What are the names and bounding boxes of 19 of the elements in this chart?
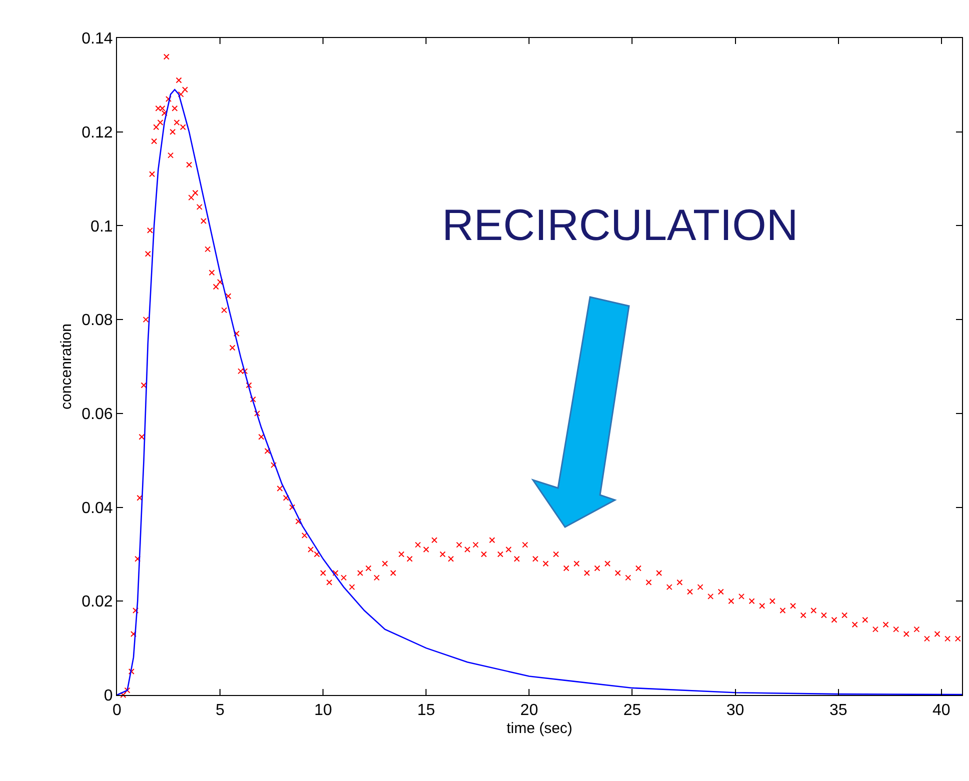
x-tick-label: 35 — [829, 702, 848, 720]
y-tick-label: 0.14 — [82, 30, 113, 48]
y-tick-label: 0.12 — [82, 124, 113, 142]
y-tick-label: 0.1 — [90, 218, 113, 236]
y-tick-label: 0.06 — [82, 406, 113, 424]
x-tick-label: 10 — [314, 702, 332, 720]
y-tick-label: 0 — [104, 688, 113, 705]
y-tick-label: 0.08 — [82, 312, 113, 330]
annotation: RECIRCULATION — [442, 201, 798, 250]
x-tick-label: 20 — [520, 702, 538, 720]
x-tick-label: 30 — [726, 702, 744, 720]
x-tick-label: 25 — [623, 702, 642, 720]
x-tick-label: 15 — [417, 702, 436, 720]
y-axis-title: concenration — [58, 324, 75, 410]
y-tick-label: 0.02 — [82, 594, 113, 611]
y-tick-label: 0.04 — [82, 500, 113, 517]
x-tick-label: 40 — [932, 702, 950, 720]
x-tick-label: 5 — [216, 702, 225, 720]
x-axis-title: time (sec) — [506, 720, 572, 738]
